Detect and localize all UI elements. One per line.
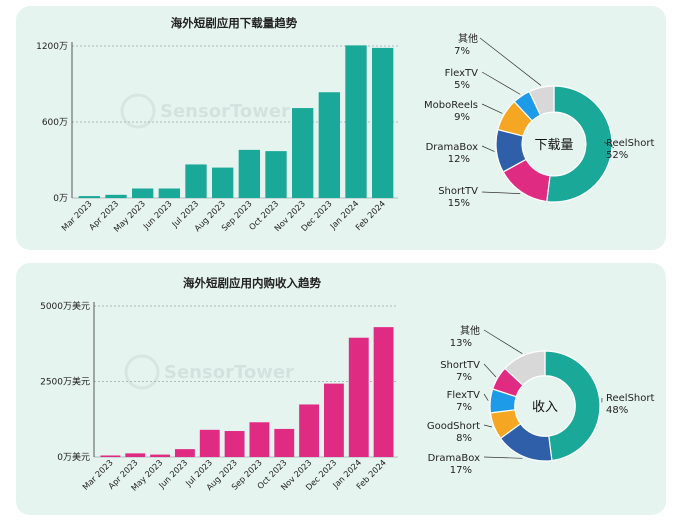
- y-tick-label: 0万: [53, 194, 68, 204]
- pie-slice: [546, 85, 613, 203]
- download-panel: [16, 6, 666, 250]
- watermark: SensorTower: [164, 362, 294, 383]
- slice-name: ReelShort: [606, 138, 654, 149]
- slice-percent: 5%: [454, 80, 470, 91]
- slice-name: ShortTV: [440, 360, 480, 371]
- slice-name: GoodShort: [427, 421, 480, 432]
- watermark-logo-icon: [124, 354, 160, 390]
- pie-slice: [544, 350, 601, 462]
- slice-name: 其他: [460, 324, 480, 337]
- y-tick-label: 600万: [42, 118, 68, 128]
- slice-percent: 15%: [448, 198, 470, 209]
- slice-name: FlexTV: [445, 68, 479, 79]
- slice-percent: 8%: [456, 433, 472, 444]
- leader-line: [483, 393, 489, 401]
- slice-percent: 7%: [456, 402, 472, 413]
- bar: [373, 327, 394, 457]
- slice-percent: 13%: [450, 338, 472, 349]
- bar: [238, 149, 260, 198]
- slice-percent: 7%: [454, 46, 470, 57]
- bar: [150, 454, 171, 457]
- slice-name: ReelShort: [606, 393, 654, 404]
- slice-name: 其他: [458, 32, 478, 45]
- leader-line: [603, 141, 615, 149]
- bar: [105, 194, 127, 198]
- slice-name: DramaBox: [428, 453, 480, 464]
- pie-center-label: 下载量: [534, 138, 573, 153]
- pie-center-label: 收入: [532, 400, 558, 415]
- bar: [292, 108, 314, 198]
- y-tick-label: 0万美元: [57, 451, 90, 463]
- leader-line: [481, 145, 495, 152]
- watermark: SensorTower: [160, 101, 290, 122]
- bar: [323, 383, 344, 457]
- y-tick-label: 5000万美元: [40, 300, 90, 312]
- slice-name: DramaBox: [426, 142, 478, 153]
- slice-percent: 52%: [606, 150, 628, 161]
- leader-line: [483, 424, 493, 428]
- slice-percent: 7%: [456, 372, 472, 383]
- bar: [78, 196, 100, 198]
- bar: [299, 404, 320, 457]
- pie-slice: [528, 85, 555, 116]
- watermark-logo-icon: [120, 93, 156, 129]
- x-category-label: Jun 2023: [140, 198, 173, 231]
- slice-percent: 48%: [606, 405, 628, 416]
- slice-name: MoboReels: [424, 100, 478, 111]
- leader-line: [483, 456, 523, 459]
- slice-name: FlexTV: [447, 390, 481, 401]
- leader-line: [479, 37, 542, 86]
- bar: [249, 422, 270, 457]
- bar: [265, 151, 287, 198]
- slice-name: ShortTV: [438, 186, 478, 197]
- bar: [372, 47, 394, 199]
- pie-slice: [504, 350, 546, 387]
- bar: [345, 45, 367, 198]
- leader-line: [483, 329, 523, 354]
- bar: [318, 92, 340, 198]
- chart-title: 海外短剧应用内购收入趋势: [183, 276, 321, 290]
- leader-line: [481, 71, 521, 95]
- y-tick-label: 2500万美元: [40, 376, 90, 388]
- leader-line: [481, 103, 503, 114]
- bar: [100, 455, 121, 457]
- bar: [348, 337, 369, 457]
- chart-title: 海外短剧应用下载量趋势: [171, 16, 298, 30]
- slice-percent: 17%: [450, 465, 472, 476]
- bar: [158, 188, 180, 198]
- bar: [132, 188, 154, 198]
- leader-line: [481, 191, 521, 194]
- bar: [274, 428, 295, 457]
- bar: [199, 429, 220, 457]
- leader-line: [483, 363, 497, 378]
- slice-percent: 12%: [448, 154, 470, 165]
- bar: [125, 453, 146, 457]
- slice-percent: 9%: [454, 112, 470, 123]
- y-tick-label: 1200万: [36, 42, 68, 52]
- bar: [185, 164, 207, 198]
- bar: [174, 449, 195, 457]
- bar: [212, 167, 234, 198]
- bar: [224, 431, 245, 457]
